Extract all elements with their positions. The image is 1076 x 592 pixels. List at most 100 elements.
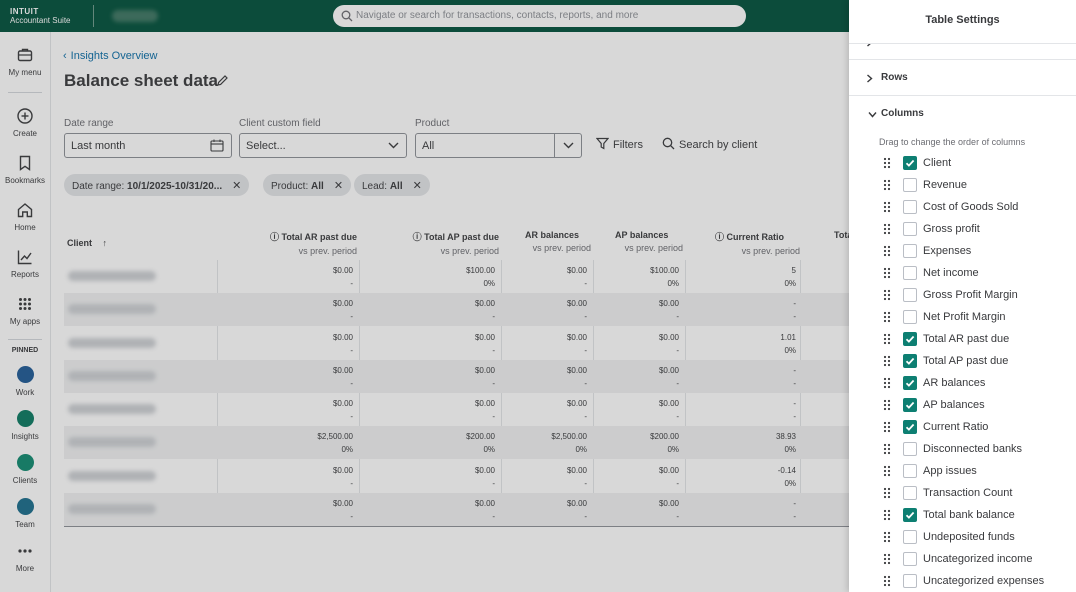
- client-name-blurred[interactable]: [68, 337, 156, 348]
- drag-handle-icon[interactable]: [883, 487, 891, 499]
- chip-product[interactable]: Product: All ✕: [263, 174, 352, 196]
- table-row[interactable]: $0.00- $0.00- $0.00- $0.00- - -: [64, 393, 849, 426]
- drag-handle-icon[interactable]: [883, 311, 891, 323]
- column-option[interactable]: Revenue: [849, 174, 1076, 196]
- date-range-field[interactable]: Last month: [64, 133, 232, 158]
- table-row[interactable]: $2,500.00 0% $200.00 0% $2,500.00 0% $200.00 0%…: [64, 426, 849, 460]
- table-row[interactable]: $0.00- $0.00- $0.00- $0.00- - -: [64, 359, 849, 393]
- drag-handle-icon[interactable]: [883, 509, 891, 521]
- section-rows[interactable]: Rows: [849, 60, 1076, 96]
- column-checkbox[interactable]: [903, 266, 917, 280]
- product-select[interactable]: All: [415, 133, 582, 158]
- column-option[interactable]: Gross Profit Margin: [849, 284, 1076, 306]
- column-checkbox[interactable]: [903, 332, 917, 346]
- column-option[interactable]: Transaction Count: [849, 482, 1076, 504]
- drag-handle-icon[interactable]: [883, 245, 891, 257]
- col-header-ar-balances[interactable]: AR balances vs prev. period: [501, 230, 591, 253]
- company-name-blurred[interactable]: [112, 10, 158, 22]
- column-option[interactable]: AP balances: [849, 394, 1076, 416]
- client-name-blurred[interactable]: [68, 304, 156, 315]
- column-checkbox[interactable]: [903, 508, 917, 522]
- modal-overlay[interactable]: [0, 0, 849, 592]
- column-option[interactable]: Gross profit: [849, 218, 1076, 240]
- chip-lead[interactable]: Lead: All ✕: [354, 174, 430, 196]
- column-option[interactable]: Total AP past due: [849, 350, 1076, 372]
- drag-handle-icon[interactable]: [883, 575, 891, 587]
- client-name-blurred[interactable]: [68, 503, 156, 514]
- nav-item-work[interactable]: Work: [0, 366, 50, 397]
- column-checkbox[interactable]: [903, 178, 917, 192]
- nav-item-insights[interactable]: Insights: [0, 410, 50, 441]
- column-checkbox[interactable]: [903, 464, 917, 478]
- col-header-total-bank[interactable]: Tota: [834, 230, 874, 240]
- client-column-header[interactable]: Client ↑: [67, 238, 107, 248]
- drag-handle-icon[interactable]: [883, 201, 891, 213]
- column-checkbox[interactable]: [903, 420, 917, 434]
- col-header-current-ratio[interactable]: ⓘ Current Ratio vs prev. period: [685, 230, 800, 256]
- search-by-client-button[interactable]: Search by client: [662, 137, 757, 151]
- search-input[interactable]: Navigate or search for transactions, con…: [356, 10, 639, 21]
- column-option[interactable]: Net Profit Margin: [849, 306, 1076, 328]
- column-checkbox[interactable]: [903, 574, 917, 588]
- column-checkbox[interactable]: [903, 530, 917, 544]
- drag-handle-icon[interactable]: [883, 267, 891, 279]
- column-checkbox[interactable]: [903, 376, 917, 390]
- col-header-total-ap[interactable]: ⓘ Total AP past due vs prev. period: [359, 230, 499, 256]
- column-option[interactable]: Current Ratio: [849, 416, 1076, 438]
- close-icon[interactable]: ✕: [333, 180, 344, 192]
- column-checkbox[interactable]: [903, 310, 917, 324]
- column-checkbox[interactable]: [903, 354, 917, 368]
- drag-handle-icon[interactable]: [883, 531, 891, 543]
- table-row[interactable]: $0.00- $100.00 0% $0.00- $100.00 0% 5 0%: [64, 260, 849, 293]
- nav-item-bookmarks[interactable]: Bookmarks: [0, 154, 50, 185]
- col-header-total-ar[interactable]: ⓘ Total AR past due vs prev. period: [217, 230, 357, 256]
- brand-logo[interactable]: INTUIT Accountant Suite: [10, 7, 70, 25]
- column-option[interactable]: App issues: [849, 460, 1076, 482]
- pencil-icon[interactable]: [216, 74, 229, 87]
- column-option[interactable]: Total bank balance: [849, 504, 1076, 526]
- column-option[interactable]: Total AR past due: [849, 328, 1076, 350]
- column-checkbox[interactable]: [903, 222, 917, 236]
- global-search[interactable]: Navigate or search for transactions, con…: [333, 5, 746, 27]
- table-row[interactable]: $0.00- $0.00- $0.00- $0.00- - -: [64, 293, 849, 327]
- col-header-ap-balances[interactable]: AP balances vs prev. period: [593, 230, 683, 253]
- drag-handle-icon[interactable]: [883, 355, 891, 367]
- client-name-blurred[interactable]: [68, 370, 156, 381]
- nav-item-team[interactable]: Team: [0, 498, 50, 529]
- drag-handle-icon[interactable]: [883, 377, 891, 389]
- close-icon[interactable]: ✕: [232, 180, 242, 192]
- client-name-blurred[interactable]: [68, 437, 156, 448]
- column-option[interactable]: Cost of Goods Sold: [849, 196, 1076, 218]
- client-name-blurred[interactable]: [68, 271, 156, 281]
- drag-handle-icon[interactable]: [883, 443, 891, 455]
- nav-item-clients[interactable]: Clients: [0, 454, 50, 485]
- table-row[interactable]: $0.00 - $0.00 - $0.00 - $0.00 - 1.01 0%: [64, 327, 849, 360]
- column-checkbox[interactable]: [903, 486, 917, 500]
- drag-handle-icon[interactable]: [883, 157, 891, 169]
- nav-item-home[interactable]: Home: [0, 201, 50, 232]
- column-option[interactable]: AR balances: [849, 372, 1076, 394]
- column-option[interactable]: Uncategorized income: [849, 548, 1076, 570]
- close-icon[interactable]: ✕: [412, 180, 422, 192]
- custom-field-select[interactable]: Select...: [239, 133, 407, 158]
- column-checkbox[interactable]: [903, 398, 917, 412]
- column-option[interactable]: Net income: [849, 262, 1076, 284]
- column-checkbox[interactable]: [903, 442, 917, 456]
- column-checkbox[interactable]: [903, 244, 917, 258]
- drag-handle-icon[interactable]: [883, 179, 891, 191]
- drag-handle-icon[interactable]: [883, 333, 891, 345]
- table-row[interactable]: $0.00- $0.00- $0.00- $0.00- - -: [64, 492, 849, 526]
- column-checkbox[interactable]: [903, 552, 917, 566]
- filters-button[interactable]: Filters: [595, 137, 643, 151]
- nav-item-reports[interactable]: Reports: [0, 248, 50, 279]
- column-option[interactable]: Disconnected banks: [849, 438, 1076, 460]
- column-checkbox[interactable]: [903, 156, 917, 170]
- section-columns[interactable]: Columns: [849, 96, 1076, 132]
- drag-handle-icon[interactable]: [883, 223, 891, 235]
- nav-item-more[interactable]: More: [0, 542, 50, 573]
- nav-item-create[interactable]: Create: [0, 107, 50, 138]
- drag-handle-icon[interactable]: [883, 421, 891, 433]
- drag-handle-icon[interactable]: [883, 553, 891, 565]
- column-option[interactable]: Undeposited funds: [849, 526, 1076, 548]
- column-checkbox[interactable]: [903, 288, 917, 302]
